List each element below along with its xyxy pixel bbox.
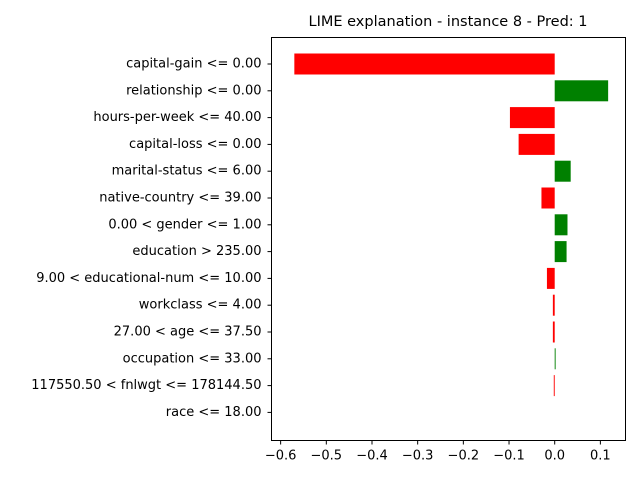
bar-6 bbox=[554, 214, 568, 236]
x-tick-label-4: −0.2 bbox=[448, 449, 480, 464]
bar-5 bbox=[541, 187, 555, 209]
bar-11 bbox=[554, 348, 556, 370]
bar-7 bbox=[554, 241, 567, 263]
bar-12 bbox=[553, 375, 555, 397]
y-tick-label-7: education > 235.00 bbox=[132, 244, 261, 259]
y-tick-label-3: capital-loss <= 0.00 bbox=[129, 137, 261, 152]
bar-0 bbox=[294, 53, 555, 75]
x-tick-label-5: −0.1 bbox=[493, 449, 525, 464]
y-tick-labels: capital-gain <= 0.00 relationship <= 0.00… bbox=[31, 57, 272, 420]
y-tick-label-1: relationship <= 0.00 bbox=[126, 83, 261, 98]
bar-3 bbox=[518, 133, 555, 155]
y-tick-label-6: 0.00 < gender <= 1.00 bbox=[108, 217, 261, 232]
chart-title: LIME explanation - instance 8 - Pred: 1 bbox=[309, 14, 588, 30]
bar-10 bbox=[552, 321, 555, 343]
y-tick-label-10: 27.00 < age <= 37.50 bbox=[114, 325, 262, 340]
bar-8 bbox=[546, 267, 555, 289]
y-tick-label-9: workclass <= 4.00 bbox=[139, 298, 262, 313]
bar-4 bbox=[554, 160, 571, 182]
y-tick-label-4: marital-status <= 6.00 bbox=[112, 164, 262, 179]
x-tick-label-7: 0.1 bbox=[590, 449, 611, 464]
x-ticks: −0.6 −0.5 −0.4 −0.3 −0.2 −0.1 0.0 0.1 bbox=[265, 440, 611, 464]
x-tick-label-2: −0.4 bbox=[356, 449, 388, 464]
y-tick-label-0: capital-gain <= 0.00 bbox=[126, 57, 261, 72]
y-tick-label-8: 9.00 < educational-num <= 10.00 bbox=[36, 271, 261, 286]
bars-layer bbox=[294, 53, 609, 397]
y-tick-label-11: occupation <= 33.00 bbox=[123, 351, 262, 366]
bar-1 bbox=[554, 80, 609, 102]
x-tick-label-0: −0.6 bbox=[265, 449, 297, 464]
x-tick-label-3: −0.3 bbox=[402, 449, 434, 464]
x-tick-label-6: 0.0 bbox=[544, 449, 565, 464]
bar-2 bbox=[509, 107, 555, 129]
bar-9 bbox=[552, 294, 555, 316]
y-tick-label-2: hours-per-week <= 40.00 bbox=[93, 110, 261, 125]
plot-frame bbox=[271, 37, 626, 441]
x-tick-label-1: −0.5 bbox=[311, 449, 343, 464]
y-tick-label-12: 117550.50 < fnlwgt <= 178144.50 bbox=[31, 378, 261, 393]
y-tick-label-13: race <= 18.00 bbox=[166, 405, 262, 420]
y-tick-label-5: native-country <= 39.00 bbox=[99, 191, 261, 206]
